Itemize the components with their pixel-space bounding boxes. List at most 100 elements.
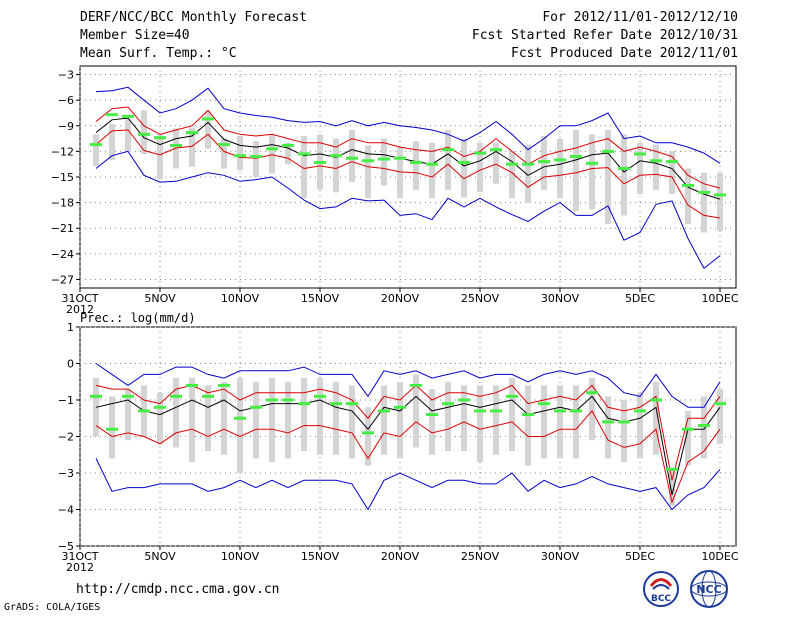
bcc-logo: BCC bbox=[643, 571, 679, 607]
prec-spread-bar bbox=[589, 378, 595, 441]
temp-forecast-marker bbox=[186, 131, 198, 135]
bcc-logo-text: BCC bbox=[651, 594, 671, 604]
prec-spread-bar bbox=[221, 381, 227, 455]
prec-spread-bar bbox=[669, 469, 675, 506]
prec-x-tick-label: 31OCT bbox=[61, 550, 98, 563]
temp-spread-bar bbox=[413, 141, 419, 190]
temp-x-tick-label: 10DEC bbox=[701, 292, 738, 305]
prec-forecast-marker bbox=[266, 398, 278, 402]
temp-spread-bar bbox=[157, 134, 163, 180]
prec-y-tick-label: 1 bbox=[67, 321, 74, 334]
temp-forecast-marker bbox=[378, 157, 390, 161]
temp-spread-bar bbox=[397, 147, 403, 199]
prec-forecast-marker bbox=[186, 383, 198, 387]
temp-forecast-marker bbox=[522, 162, 534, 166]
prec-y-tick-label: −2 bbox=[58, 431, 74, 444]
temp-forecast-marker bbox=[554, 158, 566, 162]
temp-spread-bar bbox=[349, 130, 355, 183]
prec-x-tick-label: 10NOV bbox=[221, 550, 260, 563]
temp-year-label: 2012 bbox=[66, 303, 94, 316]
forecast-period: For 2012/11/01-2012/12/10 bbox=[542, 10, 738, 25]
prec-x-tick-label: 10DEC bbox=[701, 550, 738, 563]
temp-spread-bar bbox=[653, 144, 659, 190]
temp-forecast-marker bbox=[442, 148, 454, 152]
temp-spread-bar bbox=[93, 134, 99, 166]
member-size: Member Size=40 bbox=[80, 28, 190, 43]
temp-spread-bar bbox=[621, 134, 627, 216]
temp-forecast-marker bbox=[266, 147, 278, 151]
temp-spread-bar bbox=[381, 138, 387, 186]
prec-spread-bar bbox=[349, 385, 355, 459]
temp-forecast-marker bbox=[602, 149, 614, 153]
temp-spread-bar bbox=[109, 124, 115, 160]
temp-spread-bar bbox=[237, 136, 243, 171]
temp-forecast-marker bbox=[154, 136, 166, 140]
chart-title: DERF/NCC/BCC Monthly Forecast bbox=[80, 10, 307, 25]
temp-spread-bar bbox=[509, 151, 515, 199]
temp-y-tick-label: −6 bbox=[58, 94, 74, 107]
temp-forecast-marker bbox=[122, 114, 134, 118]
prec-panel-title: Prec.: log(mm/d) bbox=[80, 311, 196, 325]
temp-forecast-marker bbox=[202, 117, 214, 121]
prec-forecast-marker bbox=[90, 394, 102, 398]
temp-x-tick-label: 15NOV bbox=[301, 292, 340, 305]
prec-forecast-marker bbox=[570, 409, 582, 413]
temp-spread-bar bbox=[365, 145, 371, 199]
temp-spread-bar bbox=[221, 138, 227, 169]
ncc-logo: NCC bbox=[690, 570, 728, 608]
prec-forecast-marker bbox=[298, 402, 310, 406]
temp-spread-bar bbox=[589, 134, 595, 210]
temp-forecast-marker bbox=[250, 155, 262, 159]
temp-mean-line bbox=[95, 117, 721, 200]
prec-spread-bar bbox=[413, 374, 419, 448]
prec-spread-bar bbox=[317, 378, 323, 455]
prec-forecast-marker bbox=[410, 383, 422, 387]
prec-spread-bar bbox=[285, 381, 291, 459]
footer-url[interactable]: http://cmdp.ncc.cma.gov.cn bbox=[76, 582, 280, 597]
temp-spread-bar bbox=[333, 138, 339, 193]
temp-spread-bar bbox=[493, 142, 499, 184]
temp-spread-bar bbox=[189, 127, 195, 167]
temp-y-tick-label: −18 bbox=[51, 197, 74, 210]
temp-forecast-marker bbox=[170, 143, 182, 147]
temp-spread-bar bbox=[205, 111, 211, 149]
temp-spread-bar bbox=[461, 138, 467, 198]
temp-y-tick-label: −3 bbox=[58, 69, 74, 82]
prec-forecast-marker bbox=[554, 409, 566, 413]
temp-spread-bar bbox=[429, 142, 435, 199]
temp-spread-bar bbox=[445, 130, 451, 190]
temp-spread-bar bbox=[141, 110, 147, 154]
temp-forecast-marker bbox=[458, 160, 470, 164]
prec-max-line bbox=[95, 363, 721, 408]
prec-spread-bar bbox=[685, 410, 691, 466]
prec-spread-bar bbox=[557, 385, 563, 459]
temp-forecast-marker bbox=[714, 193, 726, 197]
prec-y-tick-label: 0 bbox=[67, 358, 74, 371]
prec-forecast-marker bbox=[538, 402, 550, 406]
temp-forecast-marker bbox=[90, 143, 102, 147]
temp-spread-bar bbox=[525, 144, 531, 203]
logos: BCC NCC bbox=[643, 570, 728, 608]
temp-forecast-marker bbox=[490, 148, 502, 152]
fcst-started-date: Fcst Started Refer Date 2012/10/31 bbox=[471, 28, 738, 43]
prec-spread-bar bbox=[189, 378, 195, 463]
prec-spread-bar bbox=[173, 378, 179, 448]
temp-y-tick-label: −24 bbox=[51, 248, 74, 261]
temp-panel: −3 −6 −9 −12 −15 −18 −21 −24 −27 31OCT 5NOV 10NOV 15… bbox=[51, 65, 739, 316]
temp-forecast-marker bbox=[650, 159, 662, 163]
temp-forecast-marker bbox=[666, 160, 678, 164]
prec-forecast-marker bbox=[490, 409, 502, 413]
temp-forecast-marker bbox=[474, 151, 486, 155]
prec-spread-bar bbox=[269, 378, 275, 463]
temp-forecast-marker bbox=[698, 190, 710, 194]
prec-forecast-marker bbox=[282, 398, 294, 402]
prec-spread-bar bbox=[621, 400, 627, 463]
prec-forecast-marker bbox=[362, 431, 374, 435]
prec-spread-bar bbox=[637, 392, 643, 459]
prec-spread-bar bbox=[157, 392, 163, 444]
prec-x-tick-label: 5DEC bbox=[625, 550, 655, 563]
temp-y-tick-label: −27 bbox=[51, 273, 74, 286]
temp-y-tick-label: −21 bbox=[51, 222, 74, 235]
prec-forecast-marker bbox=[170, 394, 182, 398]
